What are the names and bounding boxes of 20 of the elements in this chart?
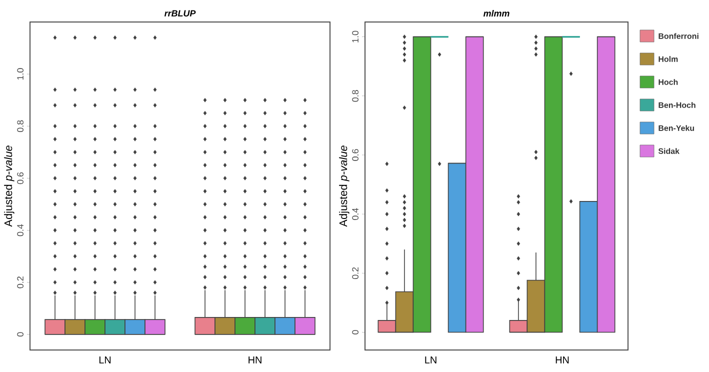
y-tick-label: 0.2 xyxy=(17,276,24,288)
y-tick-label: 0.8 xyxy=(352,90,358,102)
x-tick-label: HN xyxy=(248,356,262,364)
y-tick-label: 0 xyxy=(352,330,358,334)
y-tick-label: 1.0 xyxy=(17,68,24,80)
chart-title: rrBLUP xyxy=(164,10,196,17)
y-tick-label: 0.8 xyxy=(17,120,24,132)
x-tick-label: LN xyxy=(99,356,111,364)
chart-title: mlmm xyxy=(483,10,510,16)
y-tick-label: 0.2 xyxy=(352,267,358,280)
y-axis-title: Adjusted p-value xyxy=(4,146,14,227)
y-tick-label: 0.6 xyxy=(352,149,358,161)
y-tick-label: 0.6 xyxy=(17,172,24,184)
x-tick-label: HN xyxy=(556,356,569,364)
y-axis-title: Adjusted p-value xyxy=(339,146,350,227)
y-tick-label: 0.4 xyxy=(17,224,24,236)
y-tick-label: 1.0 xyxy=(352,30,358,42)
y-tick-label: 0.4 xyxy=(352,208,358,220)
x-tick-label: LN xyxy=(425,356,436,364)
y-tick-label: 0 xyxy=(17,332,24,337)
